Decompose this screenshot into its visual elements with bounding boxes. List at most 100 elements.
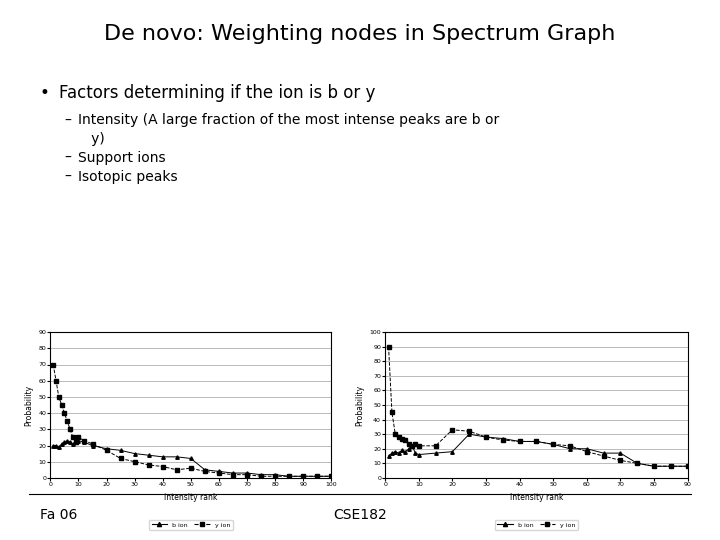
y ion <box>327 473 336 480</box>
b ion <box>397 447 406 454</box>
y ion <box>66 426 74 433</box>
y ion <box>482 434 490 440</box>
y ion <box>60 410 69 416</box>
b ion <box>498 435 507 442</box>
b ion <box>649 463 658 469</box>
b ion <box>74 437 83 444</box>
Text: Isotopic peaks: Isotopic peaks <box>78 170 177 184</box>
y ion <box>117 455 125 462</box>
b ion <box>80 439 89 446</box>
y ion <box>299 473 307 480</box>
b ion <box>49 442 58 449</box>
b ion <box>52 442 60 449</box>
b ion <box>384 453 393 459</box>
b ion <box>616 450 625 456</box>
b ion <box>411 450 420 456</box>
b ion <box>482 434 490 440</box>
b ion <box>532 438 541 445</box>
y ion <box>186 465 195 471</box>
b ion <box>448 448 456 455</box>
b ion <box>271 471 279 478</box>
y ion <box>667 463 675 469</box>
y ion <box>63 418 71 424</box>
b ion <box>582 446 591 452</box>
b ion <box>387 450 396 456</box>
b ion <box>401 448 410 455</box>
b ion <box>312 473 321 480</box>
b ion <box>683 463 692 469</box>
Text: De novo: Weighting nodes in Spectrum Graph: De novo: Weighting nodes in Spectrum Gra… <box>104 24 616 44</box>
y ion <box>312 473 321 480</box>
Text: Factors determining if the ion is b or y: Factors determining if the ion is b or y <box>59 84 375 102</box>
y ion <box>532 438 541 445</box>
y ion <box>55 394 63 400</box>
y ion <box>405 441 413 448</box>
b ion <box>200 467 209 473</box>
b ion <box>60 439 69 446</box>
Y-axis label: Probability: Probability <box>355 384 364 426</box>
y ion <box>271 473 279 480</box>
b ion <box>549 441 557 448</box>
y ion <box>200 468 209 475</box>
y ion <box>408 443 416 449</box>
y ion <box>52 377 60 384</box>
y ion <box>415 443 423 449</box>
y ion <box>465 428 474 435</box>
y ion <box>49 361 58 368</box>
b ion <box>66 439 74 446</box>
b ion <box>58 441 66 447</box>
Line: b ion: b ion <box>387 433 689 468</box>
b ion <box>186 455 195 462</box>
b ion <box>566 446 575 452</box>
y ion <box>215 470 223 476</box>
Line: y ion: y ion <box>51 363 333 478</box>
b ion <box>88 442 96 449</box>
y ion <box>616 457 625 464</box>
y ion <box>411 441 420 448</box>
y ion <box>397 435 406 442</box>
b ion <box>55 444 63 450</box>
y ion <box>256 473 265 480</box>
y ion <box>228 471 237 478</box>
b ion <box>516 438 524 445</box>
y ion <box>58 402 66 408</box>
y ion <box>158 463 167 470</box>
Text: Fa 06: Fa 06 <box>40 508 77 522</box>
Text: –: – <box>65 151 72 165</box>
b ion <box>102 446 111 452</box>
Y-axis label: Probability: Probability <box>24 384 33 426</box>
b ion <box>408 443 416 449</box>
b ion <box>144 452 153 458</box>
b ion <box>117 447 125 454</box>
Text: Support ions: Support ions <box>78 151 166 165</box>
X-axis label: Intensity rank: Intensity rank <box>510 492 563 502</box>
b ion <box>228 470 237 476</box>
b ion <box>63 437 71 444</box>
b ion <box>415 451 423 458</box>
b ion <box>215 468 223 475</box>
Line: y ion: y ion <box>387 345 689 468</box>
Text: –: – <box>65 113 72 127</box>
b ion <box>299 473 307 480</box>
b ion <box>71 439 80 446</box>
Text: CSE182: CSE182 <box>333 508 387 522</box>
y ion <box>80 437 89 444</box>
b ion <box>256 471 265 478</box>
b ion <box>327 473 336 480</box>
b ion <box>633 460 642 467</box>
y ion <box>387 409 396 416</box>
Line: b ion: b ion <box>51 439 333 478</box>
b ion <box>395 450 403 456</box>
y ion <box>74 434 83 441</box>
y ion <box>516 438 524 445</box>
y ion <box>683 463 692 469</box>
b ion <box>158 454 167 460</box>
Text: y): y) <box>78 132 104 146</box>
b ion <box>284 473 293 480</box>
y ion <box>284 473 293 480</box>
y ion <box>431 443 440 449</box>
y ion <box>71 439 80 446</box>
y ion <box>633 460 642 467</box>
b ion <box>599 450 608 456</box>
y ion <box>68 434 77 441</box>
